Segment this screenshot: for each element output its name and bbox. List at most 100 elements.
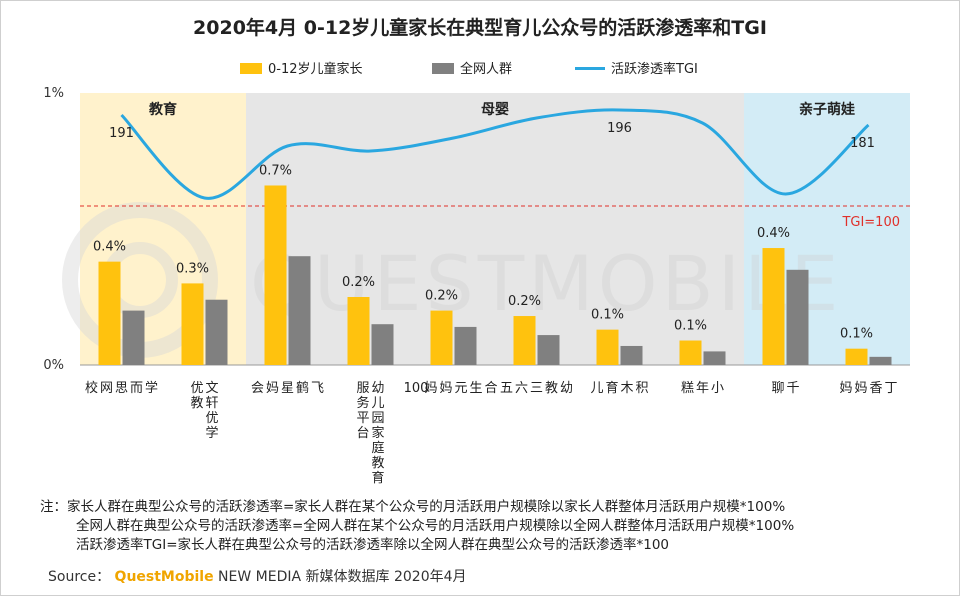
bar-parents-7	[679, 340, 702, 365]
note-line-2: 全网人群在典型公众号的活跃渗透率=全网人群在某个公众号的月活跃用户规模除以全网人…	[76, 518, 795, 534]
tgi-reference-label: TGI=100	[841, 215, 900, 230]
watermark-text: QUESTMOBILE	[250, 239, 842, 328]
x-label-0-4-0: 校	[85, 380, 98, 396]
bar-parents-0	[98, 261, 121, 365]
bar-all-7	[703, 351, 726, 365]
x-label-6-0-0: 积	[635, 381, 648, 396]
x-label-3-0-1: 儿	[371, 396, 384, 411]
x-label-8-0-0: 千	[786, 381, 799, 396]
bar-all-9	[869, 356, 892, 365]
source-line: Source： QuestMobile NEW MEDIA 新媒体数据库 202…	[48, 566, 467, 586]
x-label-4-1-0: 生	[469, 381, 482, 396]
x-label-5-3-0: 六	[515, 381, 528, 396]
note-line-3: 活跃渗透率TGI=家长人群在典型公众号的活跃渗透率除以全网人群在典型公众号的活跃…	[76, 537, 670, 553]
legend: 0-12岁儿童家长 全网人群 活跃渗透率TGI	[240, 61, 698, 77]
bar-all-5	[537, 335, 560, 365]
legend-label-0: 0-12岁儿童家长	[268, 61, 363, 77]
notes: 注：家长人群在典型公众号的活跃渗透率=家长人群在某个公众号的月活跃用户规模除以家…	[40, 498, 794, 555]
x-label-2-1-0: 鹤	[296, 380, 309, 396]
x-label-7-1-0: 年	[696, 381, 709, 396]
x-label-3-1-1: 务	[356, 395, 369, 411]
x-label-8-1-0: 聊	[771, 381, 784, 396]
x-label-3-1-2: 平	[356, 411, 369, 426]
bar-parents-6	[596, 329, 619, 365]
x-label-4-2-0: 元	[454, 381, 467, 396]
bar-parents-9	[845, 348, 868, 365]
y-tick-label-0: 0%	[43, 358, 64, 373]
bar-label-4: 0.2%	[425, 289, 458, 304]
x-label-9-0-0: 丁	[884, 381, 897, 396]
bar-label-6: 0.1%	[591, 308, 624, 323]
bar-label-1: 0.3%	[176, 261, 209, 276]
x-label-3-0-3: 家	[371, 425, 384, 441]
tgi-reference: TGI=100	[80, 205, 910, 230]
x-label-9-3-0: 妈	[839, 381, 852, 396]
bar-parents-8	[762, 248, 785, 365]
source-brand: QuestMobile	[114, 569, 214, 585]
legend-swatch-1	[432, 63, 454, 74]
x-label-9-2-0: 妈	[854, 381, 867, 396]
bars: 0.4% 0.3% 0.7% 0.2% 0.2% 0.2% 0.1% 0.1% 0.4% 0.1%	[93, 163, 892, 365]
bar-parents-2	[264, 185, 287, 365]
bar-label-8: 0.4%	[757, 226, 790, 241]
x-label-3-0-4: 庭	[371, 440, 384, 456]
x-label-4-5-0: 100	[404, 381, 429, 396]
x-label-2-4-0: 会	[251, 381, 264, 396]
legend-label-2: 活跃渗透率TGI	[611, 61, 698, 77]
x-label-3-1-0: 服	[356, 381, 369, 396]
bar-all-4	[454, 326, 477, 365]
x-label-1-0-1: 轩	[205, 396, 218, 411]
legend-swatch-0	[240, 63, 262, 74]
x-label-3-0-6: 育	[371, 470, 384, 486]
x-label-1-0-0: 文	[205, 381, 218, 396]
bar-all-0	[122, 310, 145, 365]
x-label-1-1-1: 教	[190, 395, 203, 411]
x-label-3-0-5: 教	[371, 455, 384, 471]
x-label-9-1-0: 香	[869, 381, 882, 396]
x-label-7-2-0: 糕	[681, 381, 694, 396]
x-label-2-3-0: 妈	[266, 381, 279, 396]
legend-label-1: 全网人群	[460, 61, 512, 77]
x-label-2-0-0: 飞	[311, 381, 324, 396]
x-label-5-4-0: 五	[500, 381, 513, 396]
note-line-1: 家长人群在典型公众号的活跃渗透率=家长人群在某个公众号的月活跃用户规模除以家长人…	[67, 499, 786, 515]
bar-label-0: 0.4%	[93, 240, 126, 255]
bar-all-3	[371, 324, 394, 365]
tgi-label-9: 181	[850, 136, 875, 151]
group-band-1	[246, 93, 744, 365]
x-label-5-2-0: 三	[530, 381, 543, 396]
x-label-3-1-3: 台	[356, 426, 369, 441]
tgi-label-0: 191	[109, 126, 134, 141]
x-label-2-2-0: 星	[281, 381, 294, 396]
bar-all-2	[288, 256, 311, 365]
x-label-5-1-0: 教	[545, 380, 558, 396]
x-label-1-0-2: 优	[205, 411, 218, 426]
bar-label-9: 0.1%	[840, 327, 873, 342]
bar-parents-1	[181, 283, 204, 365]
x-label-1-0-3: 学	[205, 425, 218, 441]
bar-parents-3	[347, 297, 370, 365]
bar-label-5: 0.2%	[508, 294, 541, 309]
x-label-3-0-0: 幼	[371, 381, 384, 396]
x-label-0-2-0: 思	[115, 381, 128, 396]
x-label-6-3-0: 儿	[590, 381, 603, 396]
source-rest: NEW MEDIA 新媒体数据库 2020年4月	[213, 569, 467, 585]
bar-parents-5	[513, 316, 536, 365]
x-label-0-3-0: 网	[100, 381, 113, 396]
tgi-line: 191 196 181	[109, 108, 875, 200]
x-label-0-1-0: 而	[130, 381, 143, 396]
x-label-1-1-0: 优	[190, 381, 203, 396]
bar-label-7: 0.1%	[674, 319, 707, 334]
bar-all-8	[786, 269, 809, 365]
group-label-2: 亲子萌娃	[799, 101, 855, 118]
source-prefix: Source：	[48, 569, 111, 585]
bar-all-6	[620, 345, 643, 365]
x-label-3-0-2: 园	[371, 411, 384, 426]
x-label-4-4-0: 妈	[424, 381, 437, 396]
x-label-7-0-0: 小	[711, 381, 724, 396]
x-label-4-3-0: 妈	[439, 381, 452, 396]
group-label-1: 母婴	[481, 101, 509, 118]
tgi-label-6: 196	[607, 121, 632, 136]
